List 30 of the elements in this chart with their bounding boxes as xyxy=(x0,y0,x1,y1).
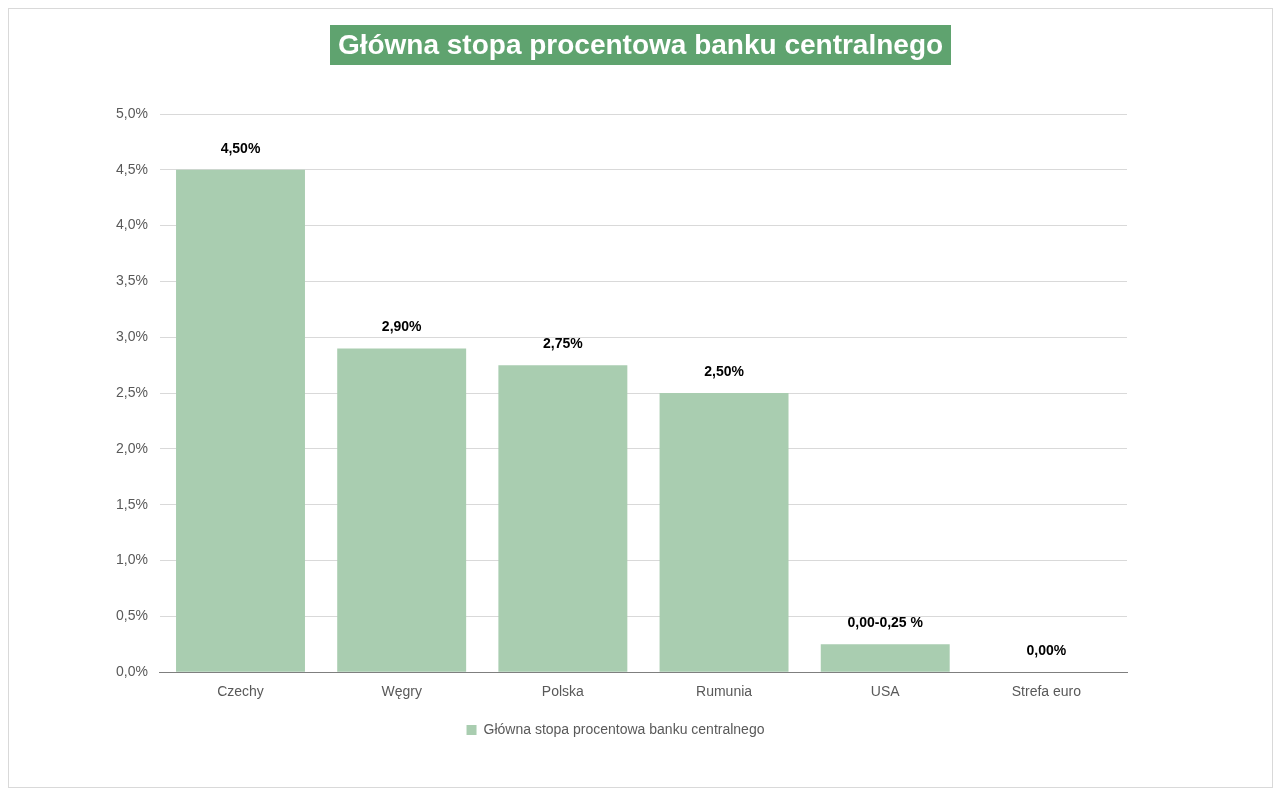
bar xyxy=(498,365,628,672)
bar xyxy=(337,348,467,672)
x-tick-label: Czechy xyxy=(217,683,264,700)
text: 0,00% xyxy=(1026,642,1067,659)
y-tick-label: 4,5% xyxy=(115,160,148,177)
y-tick-label: 0,5% xyxy=(115,607,148,624)
x-tick-label: USA xyxy=(870,683,901,700)
bar xyxy=(820,644,950,672)
x-tick-label: Polska xyxy=(541,683,585,700)
text: 2,90% xyxy=(381,318,422,335)
y-tick-label: 4,0% xyxy=(115,216,148,233)
y-tick-label: 3,0% xyxy=(115,328,148,345)
y-tick-label: 3,5% xyxy=(115,272,148,289)
y-tick-label: 5,0% xyxy=(115,104,148,121)
text: 2,75% xyxy=(543,335,583,352)
y-tick-label: 0,0% xyxy=(115,663,148,680)
y-tick-label: 1,0% xyxy=(115,551,148,568)
bar xyxy=(176,169,305,672)
y-tick-label: 2,0% xyxy=(115,439,148,456)
text: 2,50% xyxy=(704,362,744,379)
legend-label: Główna stopa procentowa banku centralnego xyxy=(483,720,765,737)
x-tick-label: Strefa euro xyxy=(1011,683,1082,700)
text: 4,50% xyxy=(220,139,261,156)
y-tick-label: 2,5% xyxy=(115,383,148,400)
bar xyxy=(659,393,789,672)
x-tick-label: Rumunia xyxy=(696,683,753,700)
chart-title: Główna stopa procentowa banku centralnego xyxy=(329,25,952,65)
x-tick-label: Węgry xyxy=(381,683,422,700)
text: 0,00-0,25 % xyxy=(847,614,923,631)
y-tick-label: 1,5% xyxy=(115,495,148,512)
